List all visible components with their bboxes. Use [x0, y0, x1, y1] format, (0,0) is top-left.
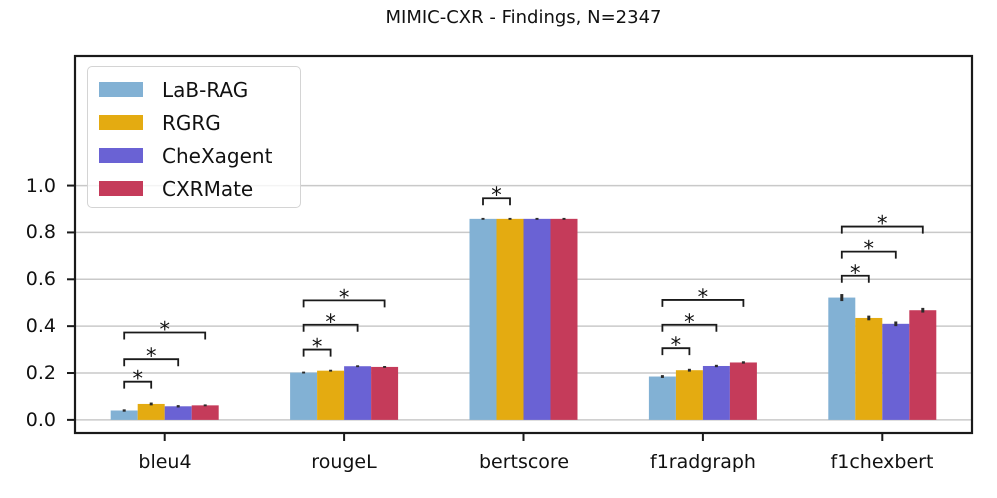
- bar-RGRG-f1chexbert: [855, 317, 883, 420]
- y-tick-label: 0.4: [25, 315, 56, 337]
- legend: LaB-RAG RGRG CheXagent CXRMate: [87, 66, 301, 208]
- bar-LaB-RAG-f1radgraph: [648, 376, 676, 420]
- bar-CXRMate-bertscore: [550, 218, 578, 420]
- significance-bracket: [123, 358, 180, 367]
- x-tick-label-rougeL: rougeL: [311, 451, 377, 473]
- significance-bracket: [661, 323, 718, 332]
- significance-bracket: [482, 197, 511, 206]
- bar-CheXagent-bertscore: [523, 218, 551, 420]
- bar-RGRG-f1radgraph: [675, 370, 703, 420]
- bar-RGRG-rougeL: [317, 370, 345, 420]
- bar-LaB-RAG-f1chexbert: [828, 297, 856, 420]
- y-tick-label: 0.0: [25, 409, 56, 431]
- y-tick-label: 0.2: [25, 362, 56, 384]
- legend-label: LaB-RAG: [162, 77, 249, 102]
- legend-item-cxrmate: CXRMate: [99, 172, 300, 205]
- significance-bracket: [123, 380, 153, 389]
- significance-asterisk: *: [491, 183, 502, 207]
- legend-label: CheXagent: [162, 143, 273, 168]
- x-tick-label-bleu4: bleu4: [138, 451, 192, 473]
- significance-asterisk: *: [698, 285, 709, 309]
- significance-asterisk: *: [671, 333, 682, 357]
- legend-item-lab-rag: LaB-RAG: [99, 73, 300, 106]
- legend-swatch-cxrmate: [99, 181, 143, 196]
- significance-asterisk: *: [325, 310, 336, 334]
- y-tick-label: 1.0: [25, 175, 56, 197]
- significance-bracket: [661, 347, 691, 356]
- chart-title: MIMIC-CXR - Findings, N=2347: [385, 7, 662, 28]
- significance-asterisk: *: [684, 310, 695, 334]
- legend-swatch-chexagent: [99, 148, 143, 163]
- significance-bracket: [840, 274, 870, 283]
- significance-asterisk: *: [132, 367, 143, 391]
- bar-CheXagent-rougeL: [344, 366, 372, 420]
- x-tick-label-bertscore: bertscore: [478, 451, 570, 473]
- legend-label: RGRG: [162, 110, 221, 135]
- legend-item-chexagent: CheXagent: [99, 139, 300, 172]
- significance-bracket: [840, 250, 897, 259]
- significance-asterisk: *: [146, 344, 157, 368]
- significance-bracket: [840, 225, 924, 234]
- significance-asterisk: *: [877, 212, 888, 236]
- significance-asterisk: *: [850, 261, 861, 285]
- x-tick-label-f1radgraph: f1radgraph: [650, 451, 756, 473]
- legend-item-rgrg: RGRG: [99, 106, 300, 139]
- bar-CXRMate-f1chexbert: [909, 310, 937, 420]
- significance-bracket: [302, 323, 359, 332]
- legend-swatch-rgrg: [99, 115, 143, 130]
- bar-CXRMate-f1radgraph: [729, 362, 757, 420]
- significance-asterisk: *: [312, 335, 323, 359]
- significance-asterisk: *: [159, 317, 170, 341]
- bar-CXRMate-bleu4: [191, 405, 219, 420]
- significance-bracket: [302, 348, 332, 357]
- bar-RGRG-bertscore: [496, 218, 524, 420]
- y-tick-label: 0.6: [25, 268, 56, 290]
- significance-bracket: [302, 299, 386, 308]
- x-tick-label-f1chexbert: f1chexbert: [830, 451, 934, 473]
- significance-asterisk: *: [864, 237, 875, 261]
- y-tick-label: 0.8: [25, 221, 56, 243]
- bar-CXRMate-rougeL: [371, 366, 399, 420]
- legend-label: CXRMate: [162, 176, 254, 201]
- legend-swatch-lab-rag: [99, 82, 143, 97]
- bar-LaB-RAG-bleu4: [110, 410, 138, 420]
- significance-bracket: [661, 299, 745, 307]
- bar-CheXagent-f1radgraph: [702, 365, 730, 420]
- significance-asterisk: *: [339, 285, 350, 309]
- plot-border: [73, 54, 974, 435]
- bar-LaB-RAG-bertscore: [469, 218, 497, 420]
- significance-bracket: [123, 331, 207, 340]
- bar-CheXagent-f1chexbert: [882, 323, 910, 420]
- bar-RGRG-bleu4: [137, 403, 165, 420]
- bar-LaB-RAG-rougeL: [290, 372, 318, 420]
- bar-CheXagent-bleu4: [164, 406, 192, 420]
